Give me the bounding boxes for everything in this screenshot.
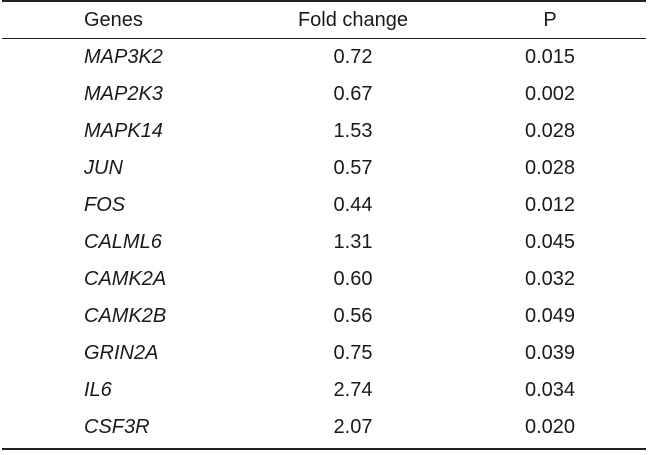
table-row: CAMK2A 0.60 0.032 xyxy=(2,261,646,298)
gene-name: CAMK2B xyxy=(84,305,167,327)
table-row: GRIN2A 0.75 0.039 xyxy=(2,335,646,372)
p-value: 0.028 xyxy=(524,120,576,142)
gene-name: MAP2K3 xyxy=(84,83,163,105)
p-value: 0.028 xyxy=(524,157,576,179)
fold-change-value: 2.07 xyxy=(333,416,373,438)
p-value: 0.049 xyxy=(524,305,576,327)
gene-name: FOS xyxy=(84,194,126,216)
table-row: MAP3K2 0.72 0.015 xyxy=(2,39,646,76)
fold-change-value: 0.75 xyxy=(333,342,373,364)
gene-name: JUN xyxy=(84,157,123,179)
fold-change-value: 0.56 xyxy=(333,305,373,327)
fold-change-value: 0.44 xyxy=(333,194,373,216)
table-bottom-rule xyxy=(2,448,646,450)
header-fold-change: Fold change xyxy=(297,9,409,31)
table-row: CALML6 1.31 0.045 xyxy=(2,224,646,261)
table-top-rule xyxy=(2,0,646,2)
table-row: JUN 0.57 0.028 xyxy=(2,150,646,187)
table-row: CSF3R 2.07 0.020 xyxy=(2,409,646,446)
fold-change-value: 2.74 xyxy=(333,379,373,401)
p-value: 0.032 xyxy=(524,268,576,290)
fold-change-value: 0.57 xyxy=(333,157,373,179)
table-row: IL6 2.74 0.034 xyxy=(2,372,646,409)
table-row: MAP2K3 0.67 0.002 xyxy=(2,76,646,113)
fold-change-value: 0.72 xyxy=(333,46,373,68)
table-row: MAPK14 1.53 0.028 xyxy=(2,113,646,150)
table-header-rule xyxy=(2,38,646,39)
p-value: 0.020 xyxy=(524,416,576,438)
gene-name: CSF3R xyxy=(84,416,150,438)
header-genes: Genes xyxy=(84,9,143,31)
gene-name: MAPK14 xyxy=(84,120,163,142)
p-value: 0.015 xyxy=(524,46,576,68)
fold-change-value: 0.67 xyxy=(333,83,373,105)
p-value: 0.034 xyxy=(524,379,576,401)
gene-name: GRIN2A xyxy=(84,342,159,364)
p-value: 0.045 xyxy=(524,231,576,253)
p-value: 0.002 xyxy=(524,83,576,105)
table-header-row: Genes Fold change P xyxy=(2,2,646,39)
gene-name: IL6 xyxy=(84,379,112,401)
gene-name: CAMK2A xyxy=(84,268,167,290)
table-row: FOS 0.44 0.012 xyxy=(2,187,646,224)
fold-change-value: 1.31 xyxy=(333,231,373,253)
gene-name: CALML6 xyxy=(84,231,162,253)
table-row: CAMK2B 0.56 0.049 xyxy=(2,298,646,335)
gene-name: MAP3K2 xyxy=(84,46,163,68)
p-value: 0.012 xyxy=(524,194,576,216)
p-value: 0.039 xyxy=(524,342,576,364)
fold-change-value: 0.60 xyxy=(333,268,373,290)
header-p: P xyxy=(543,9,557,31)
fold-change-value: 1.53 xyxy=(333,120,373,142)
